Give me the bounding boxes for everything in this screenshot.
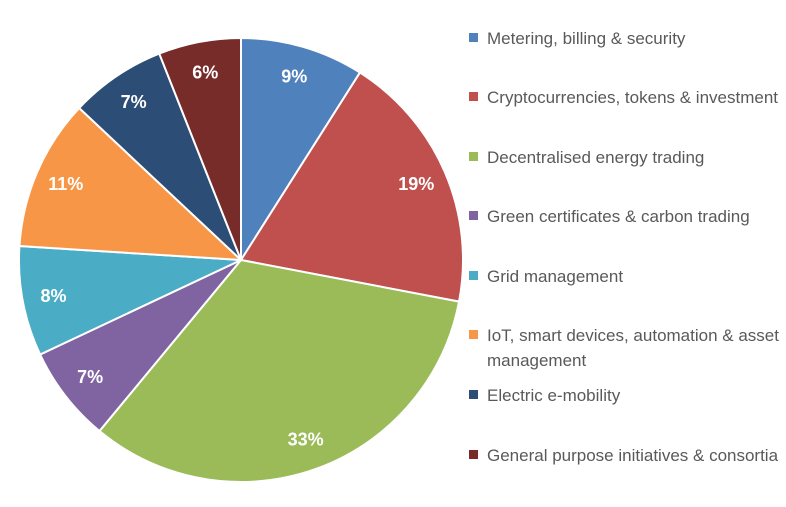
legend-swatch: [469, 211, 478, 220]
legend-item: Cryptocurrencies, tokens & investment: [469, 86, 782, 111]
pie-slice-4: [18, 245, 242, 356]
legend-swatch: [469, 271, 478, 280]
pie-slice-7: [157, 36, 242, 261]
legend-item: Grid management: [469, 265, 782, 290]
legend-label: Decentralised energy trading: [487, 148, 705, 167]
data-label: 6%: [192, 62, 218, 82]
legend-swatch: [469, 152, 478, 161]
legend-item: IoT, smart devices, automation & asset m…: [469, 324, 782, 373]
legend-item: Decentralised energy trading: [469, 146, 782, 171]
data-label: 19%: [398, 174, 434, 194]
legend-label: IoT, smart devices, automation & asset m…: [487, 326, 779, 370]
legend-label: General purpose initiatives & consortia: [487, 446, 779, 465]
legend-swatch: [469, 33, 478, 42]
data-label: 8%: [40, 286, 66, 306]
legend-item: Metering, billing & security: [469, 27, 782, 52]
legend-label: Grid management: [487, 267, 624, 286]
legend-swatch: [469, 390, 478, 399]
legend-item: General purpose initiatives & consortia: [469, 444, 782, 469]
legend-swatch: [469, 330, 478, 339]
legend-label: Metering, billing & security: [487, 29, 686, 48]
pie-slice-1: [239, 71, 464, 303]
data-label: 11%: [48, 174, 83, 194]
legend-swatch: [469, 92, 478, 101]
pie-slice-2: [98, 258, 461, 483]
legend-swatch: [469, 450, 478, 459]
data-label: 7%: [77, 367, 103, 387]
legend-item: Electric e-mobility: [469, 384, 782, 409]
legend-label: Green certificates & carbon trading: [487, 207, 750, 226]
legend-item: Green certificates & carbon trading: [469, 205, 782, 230]
data-label: 7%: [121, 92, 147, 112]
pie-slice-5: [18, 106, 244, 262]
pie-slice-0: [240, 36, 362, 264]
legend-label: Cryptocurrencies, tokens & investment: [487, 88, 779, 107]
data-label: 9%: [281, 67, 307, 87]
data-label: 33%: [288, 430, 324, 450]
legend-label: Electric e-mobility: [487, 386, 621, 405]
